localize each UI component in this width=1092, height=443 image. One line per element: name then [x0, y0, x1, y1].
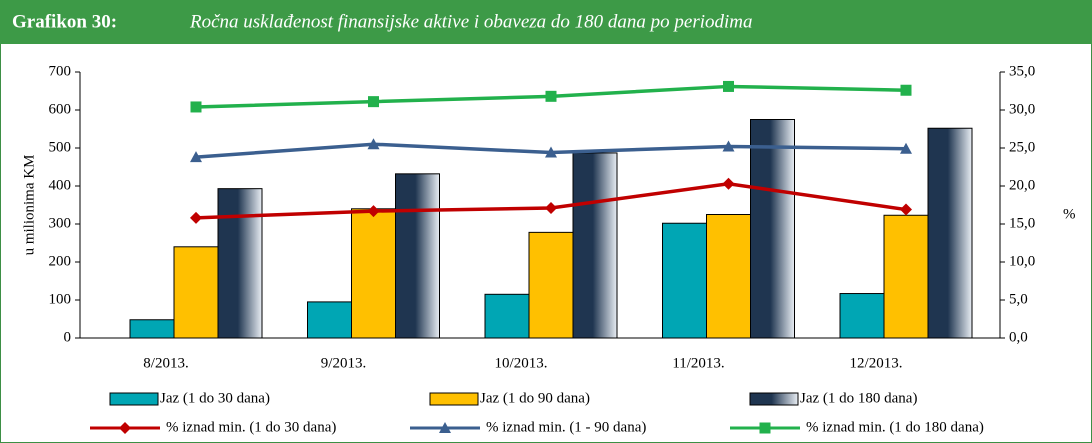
y-tick-label: 400 — [49, 177, 72, 193]
legend-label: Jaz (1 do 90 dana) — [480, 390, 590, 406]
bar — [839, 293, 885, 339]
y-tick-label: 0 — [64, 329, 72, 345]
bar — [883, 214, 929, 339]
bar — [395, 173, 440, 339]
y2-tick-label: 25,0 — [1009, 139, 1035, 155]
y-tick-label: 200 — [49, 253, 72, 269]
legend-swatch — [429, 392, 479, 406]
y2-axis-label: % — [1063, 206, 1076, 222]
bar — [307, 301, 352, 339]
legend-label: % iznad min. (1 do 180 dana) — [806, 419, 984, 435]
y2-tick-label: 35,0 — [1009, 63, 1035, 79]
y-axis-label: u milionima KM — [21, 155, 37, 256]
marker — [190, 101, 202, 113]
marker — [722, 140, 735, 152]
marker — [723, 80, 734, 92]
marker — [368, 96, 379, 108]
header — [0, 0, 1092, 44]
chart-title: Grafikon 30: — [12, 11, 117, 32]
bar — [173, 246, 219, 339]
legend-label: Jaz (1 do 30 dana) — [160, 390, 270, 406]
bar — [351, 208, 396, 339]
legend-label: Jaz (1 do 180 dana) — [800, 390, 917, 406]
chart-subtitle: Ročna usklađenost finansijske aktive i o… — [189, 11, 753, 32]
y-tick-label: 500 — [49, 139, 72, 155]
marker — [759, 422, 771, 434]
marker — [190, 211, 202, 224]
marker — [119, 422, 131, 434]
x-tick-label: 10/2013. — [495, 355, 548, 371]
marker — [545, 146, 557, 158]
y2-tick-label: 15,0 — [1009, 215, 1035, 231]
legend-label: % iznad min. (1 do 30 dana) — [166, 419, 336, 435]
marker — [900, 84, 912, 96]
marker — [545, 202, 557, 215]
bar — [572, 152, 618, 339]
y-tick-label: 700 — [49, 63, 72, 79]
bar — [750, 119, 795, 339]
y2-tick-label: 30,0 — [1009, 101, 1035, 117]
legend-label: % iznad min. (1 - 90 dana) — [486, 419, 646, 435]
y-tick-label: 600 — [49, 101, 72, 117]
bar — [706, 214, 751, 339]
bar — [217, 188, 263, 339]
x-tick-label: 9/2013. — [321, 355, 366, 371]
bar — [662, 222, 707, 339]
marker — [900, 203, 912, 216]
y-tick-label: 100 — [49, 291, 72, 307]
marker — [367, 138, 380, 150]
marker — [367, 205, 380, 218]
y-tick-label: 300 — [49, 215, 72, 231]
marker — [190, 151, 202, 163]
y2-tick-label: 10,0 — [1009, 253, 1035, 269]
marker — [439, 422, 451, 433]
x-tick-label: 11/2013. — [672, 355, 724, 371]
bar — [927, 127, 973, 339]
bar — [129, 319, 175, 339]
y2-tick-label: 20,0 — [1009, 177, 1035, 193]
legend-swatch — [109, 392, 159, 406]
legend-swatch — [749, 392, 799, 406]
x-tick-label: 12/2013. — [850, 355, 903, 371]
bar — [528, 231, 574, 339]
bar — [484, 293, 530, 339]
marker — [722, 177, 735, 190]
y2-tick-label: 0,0 — [1009, 329, 1028, 345]
y2-tick-label: 5,0 — [1009, 291, 1028, 307]
x-tick-label: 8/2013. — [143, 355, 188, 371]
marker — [545, 90, 557, 102]
marker — [900, 142, 912, 154]
